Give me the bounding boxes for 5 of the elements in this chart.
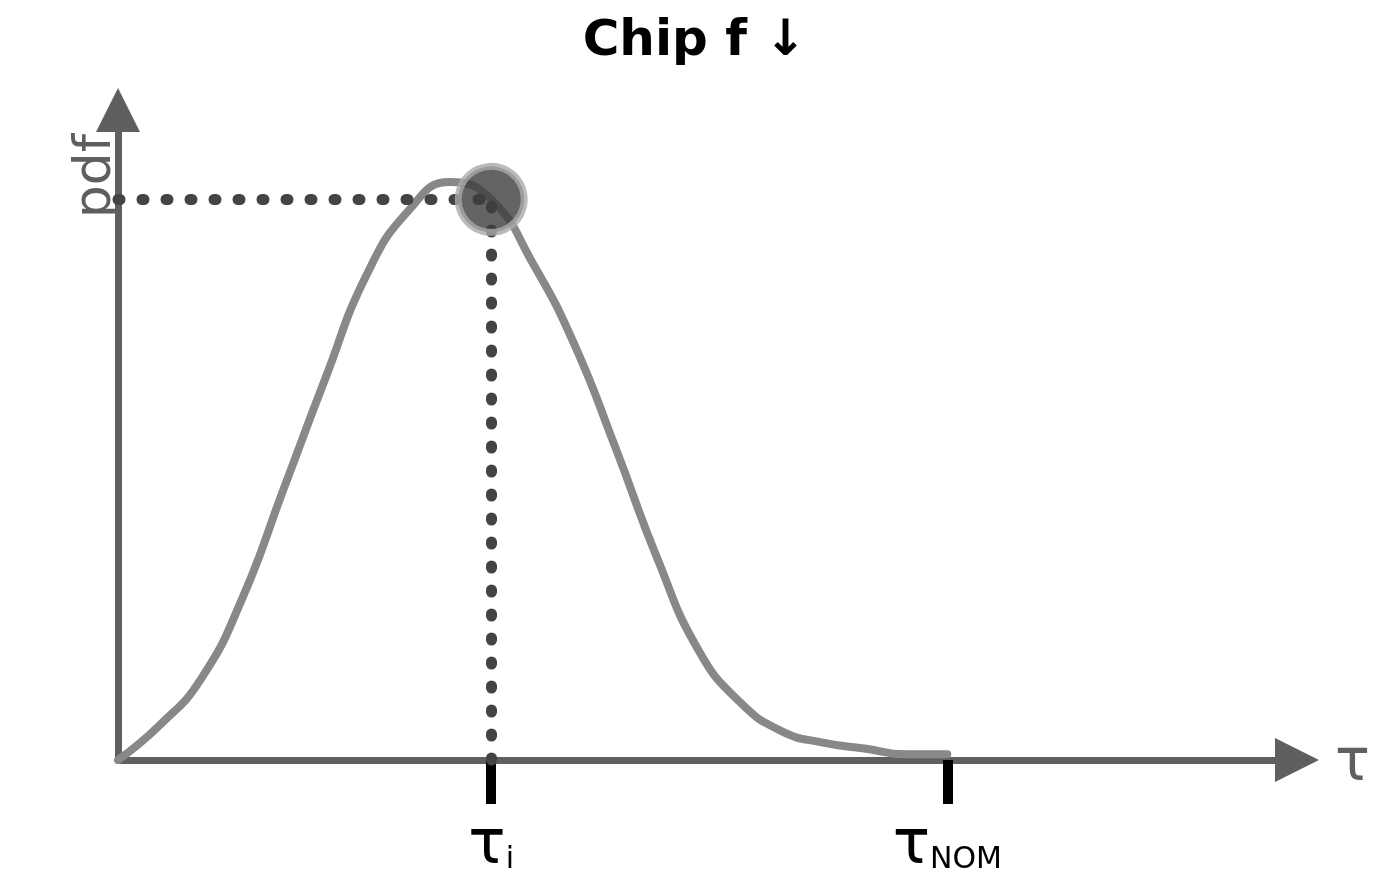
chart-title: Chip f ↓: [582, 9, 807, 67]
x-axis-title: τ: [1335, 726, 1370, 794]
x-tick-label: τi: [468, 804, 515, 878]
y-axis-title: pdf: [62, 132, 122, 219]
x-tick-label: τNOM: [892, 804, 1002, 878]
